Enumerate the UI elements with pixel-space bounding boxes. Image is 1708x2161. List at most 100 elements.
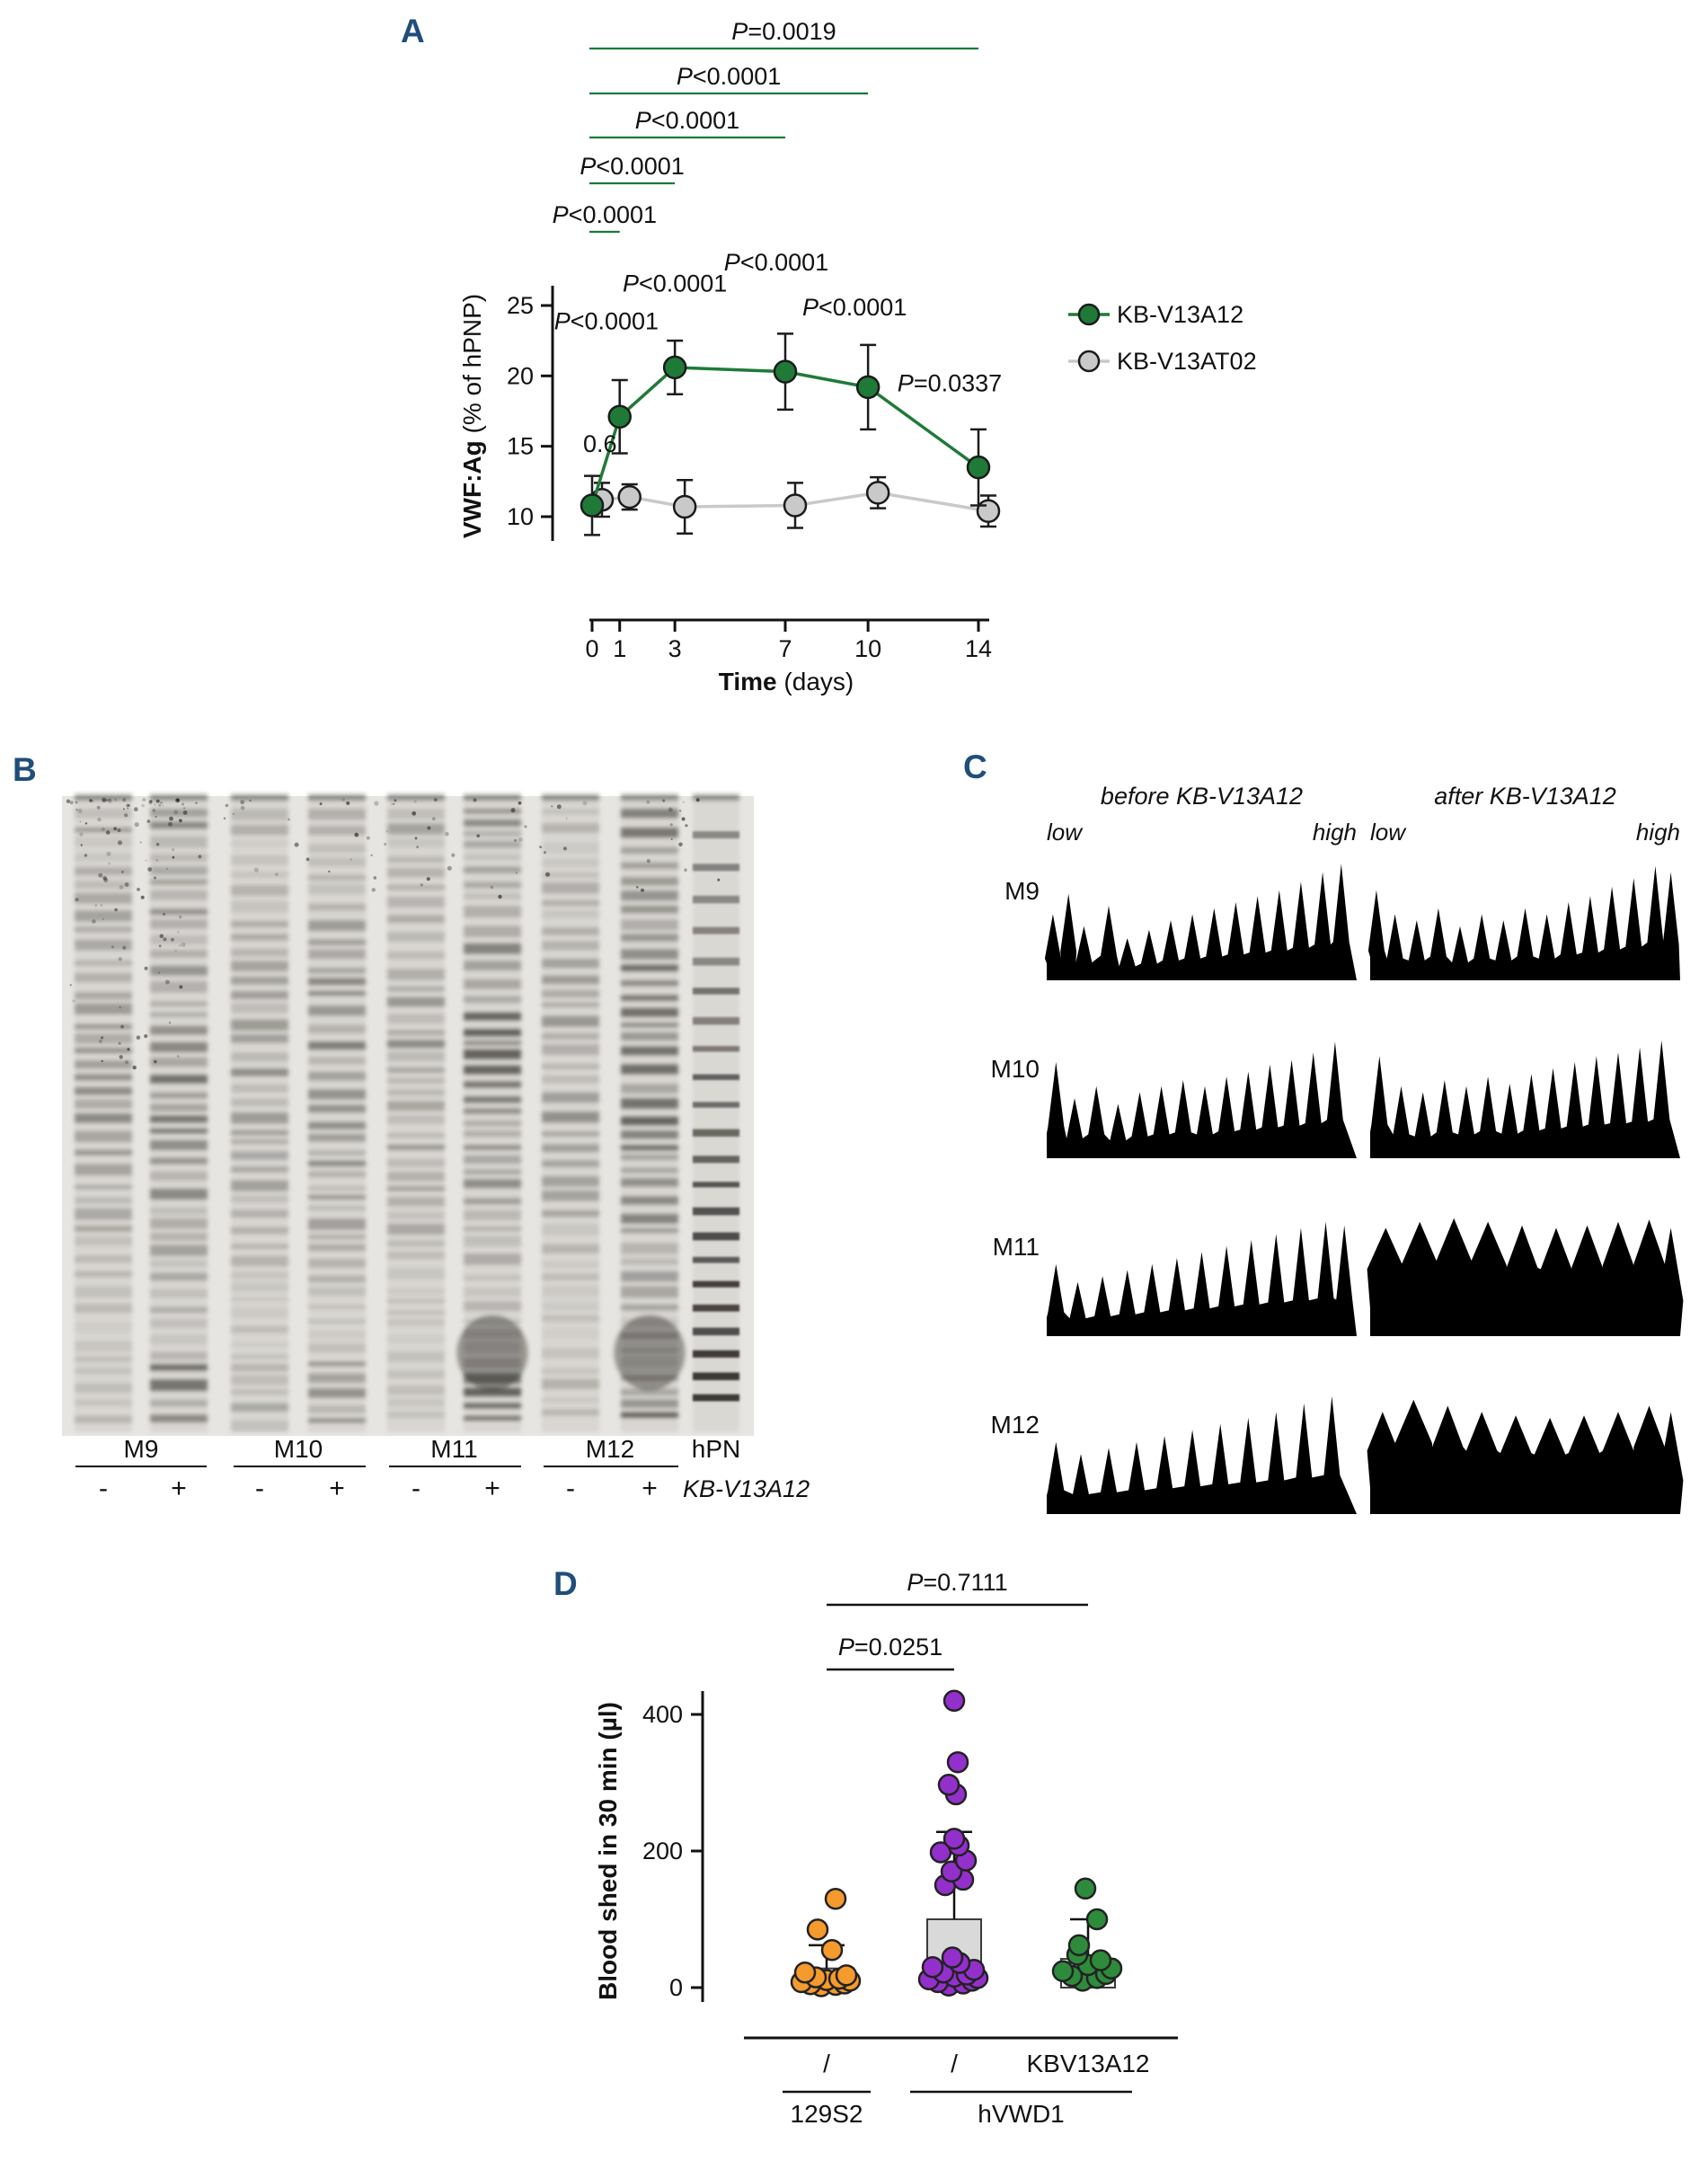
data-point — [1085, 1908, 1109, 1931]
gel-speckle — [146, 819, 151, 823]
gel-speckle — [171, 937, 174, 942]
gel-speckle — [174, 950, 177, 952]
data-point — [921, 1955, 944, 1979]
gel-band — [150, 1171, 208, 1181]
gel-band — [150, 934, 208, 945]
gel-band — [231, 1180, 288, 1191]
gel-speckle — [717, 878, 721, 881]
gel-speckle — [514, 838, 518, 842]
bracket-pvalue: P<0.0001 — [553, 201, 657, 228]
column-header: before KB-V13A12 — [1101, 783, 1303, 810]
gel-band — [150, 836, 208, 848]
gel-band — [693, 926, 739, 934]
legend-marker — [1077, 350, 1101, 373]
gel-band — [308, 1005, 366, 1016]
gel-band — [231, 1195, 288, 1203]
gel-speckle — [524, 825, 527, 828]
gel-band — [75, 881, 132, 890]
gel-speckle — [80, 844, 83, 846]
gel-band — [464, 1179, 521, 1189]
gel-band — [231, 884, 288, 897]
gel-band — [621, 1258, 678, 1265]
gel-band — [231, 1244, 288, 1250]
gel-band — [150, 1041, 208, 1053]
gel-band — [231, 1111, 288, 1124]
gel-band — [621, 1167, 678, 1173]
gel-speckle — [253, 867, 259, 872]
gel-well — [464, 794, 521, 801]
gel-speckle — [117, 840, 123, 846]
gel-speckle — [124, 882, 129, 887]
gel-band — [693, 1074, 739, 1080]
gel-band — [621, 809, 678, 819]
gel-speckle — [155, 843, 160, 846]
y-tick-label: 400 — [642, 1701, 683, 1728]
gel-well — [308, 794, 366, 801]
gel-band — [387, 1240, 445, 1247]
gel-speckle — [556, 804, 562, 810]
gel-speckle — [366, 836, 370, 840]
gel-speckle — [233, 812, 235, 815]
gel-band — [308, 1089, 366, 1100]
gel-band — [75, 1286, 132, 1298]
gel-band — [387, 1144, 445, 1151]
gel-band — [75, 1341, 132, 1352]
gel-band — [150, 1075, 208, 1084]
gel-speckle — [154, 876, 156, 880]
gel-speckle — [120, 1024, 125, 1029]
gel-band — [621, 1304, 678, 1311]
gel-speckle — [119, 1055, 123, 1059]
gel-band — [150, 980, 208, 993]
gel-speckle — [177, 931, 180, 934]
gel-band — [231, 976, 288, 985]
gel-band — [75, 1149, 132, 1156]
gel-band — [542, 1015, 599, 1027]
gel-band — [150, 919, 208, 929]
gel-speckle — [646, 800, 650, 804]
gel-band — [464, 1029, 521, 1037]
gel-speckle — [147, 867, 153, 872]
gel-band — [387, 1158, 445, 1168]
gel-band — [231, 1389, 288, 1395]
gel-band — [621, 1412, 678, 1418]
gel-speckle — [328, 870, 331, 873]
gel-band — [621, 862, 678, 870]
gel-speckle — [223, 817, 226, 820]
gel-speckle — [490, 885, 494, 890]
legend-label: KB-V13A12 — [1117, 301, 1243, 328]
gel-band — [542, 1111, 599, 1123]
gel-band — [621, 949, 678, 960]
gel-lane — [693, 800, 739, 1432]
densitometry-trace — [1044, 864, 1357, 980]
gel-speckle — [319, 802, 323, 806]
gel-band — [621, 1046, 678, 1056]
treatment-sign: - — [99, 1474, 108, 1503]
gel-band — [308, 1404, 366, 1413]
strain-label: hVWD1 — [978, 2100, 1064, 2128]
gel-band — [542, 1131, 599, 1137]
gel-band — [308, 1150, 366, 1156]
gel-band — [75, 1164, 132, 1176]
densitometry-trace — [1370, 1040, 1680, 1158]
gel-speckle — [414, 837, 418, 840]
gel-speckle — [107, 798, 111, 802]
gel-band — [150, 1218, 208, 1229]
gel-speckle — [127, 807, 129, 810]
gel-band — [542, 1244, 599, 1254]
gel-band — [693, 1327, 739, 1336]
gel-band — [693, 1182, 739, 1188]
densitometry-trace — [1047, 1395, 1357, 1514]
gel-band — [387, 1211, 445, 1220]
gel-smear — [456, 1315, 528, 1391]
group-label: / — [951, 2050, 958, 2077]
gel-band — [150, 821, 208, 829]
point-pvalue: P<0.0001 — [623, 270, 727, 297]
gel-band — [387, 1014, 445, 1024]
gel-band — [542, 842, 599, 854]
gel-speckle — [682, 801, 685, 803]
gel-band — [621, 1227, 678, 1234]
y-tick-label: 15 — [507, 433, 534, 460]
gel-band — [308, 1244, 366, 1252]
gel-band — [231, 1019, 288, 1031]
